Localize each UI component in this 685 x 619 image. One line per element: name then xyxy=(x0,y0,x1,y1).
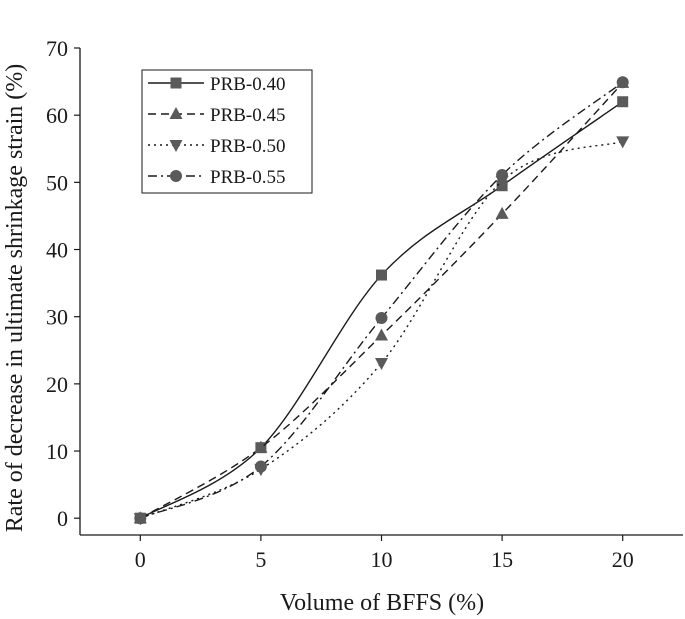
legend-label-2: PRB-0.50 xyxy=(210,136,286,157)
y-tick-label-2: 20 xyxy=(46,372,68,397)
y-tick-label-0: 0 xyxy=(57,506,68,531)
legend-marker-3 xyxy=(170,170,182,182)
data-point-3-2 xyxy=(375,312,388,325)
y-tick-label-7: 70 xyxy=(46,36,68,61)
legend-label-0: PRB-0.40 xyxy=(210,74,286,95)
legend-label-3: PRB-0.55 xyxy=(210,167,286,188)
series-layer xyxy=(133,75,630,526)
data-point-0-4 xyxy=(617,96,629,108)
data-point-1-2 xyxy=(375,328,388,341)
legend-box xyxy=(141,69,313,194)
data-point-3-1 xyxy=(254,460,267,473)
series-PRB-0.55 xyxy=(134,76,629,525)
x-tick-label-1: 5 xyxy=(255,547,266,572)
y-tick-label-4: 40 xyxy=(46,238,68,263)
data-point-3-3 xyxy=(496,168,509,181)
y-tick-label-1: 10 xyxy=(46,439,68,464)
x-tick-label-0: 0 xyxy=(135,547,146,572)
x-tick-label-3: 15 xyxy=(491,547,513,572)
y-axis-title: Rate of decrease in ultimate shrinkage s… xyxy=(2,64,28,532)
legend: PRB-0.40 PRB-0.45 PRB-0.50 PRB-0.55 xyxy=(141,69,313,194)
legend-marker-2 xyxy=(169,140,183,152)
data-point-3-0 xyxy=(134,512,147,525)
legend-marker-1 xyxy=(169,107,183,119)
data-point-3-4 xyxy=(616,76,629,89)
legend-marker-0 xyxy=(170,77,182,89)
data-point-1-1 xyxy=(254,440,268,453)
y-axis-ticks: 0 10 20 30 40 50 60 70 xyxy=(46,36,80,531)
x-axis-title: Volume of BFFS (%) xyxy=(280,590,484,616)
data-point-1-3 xyxy=(495,206,509,219)
legend-label-1: PRB-0.45 xyxy=(210,105,286,126)
y-tick-label-3: 30 xyxy=(46,305,68,330)
x-tick-label-4: 20 xyxy=(612,547,634,572)
data-point-2-4 xyxy=(616,136,630,149)
y-tick-label-5: 50 xyxy=(46,170,68,195)
y-tick-label-6: 60 xyxy=(46,103,68,128)
x-axis-ticks: 0 5 10 15 20 xyxy=(135,535,634,572)
x-tick-label-2: 10 xyxy=(371,547,393,572)
data-point-0-2 xyxy=(376,269,387,281)
data-point-2-2 xyxy=(375,358,388,371)
